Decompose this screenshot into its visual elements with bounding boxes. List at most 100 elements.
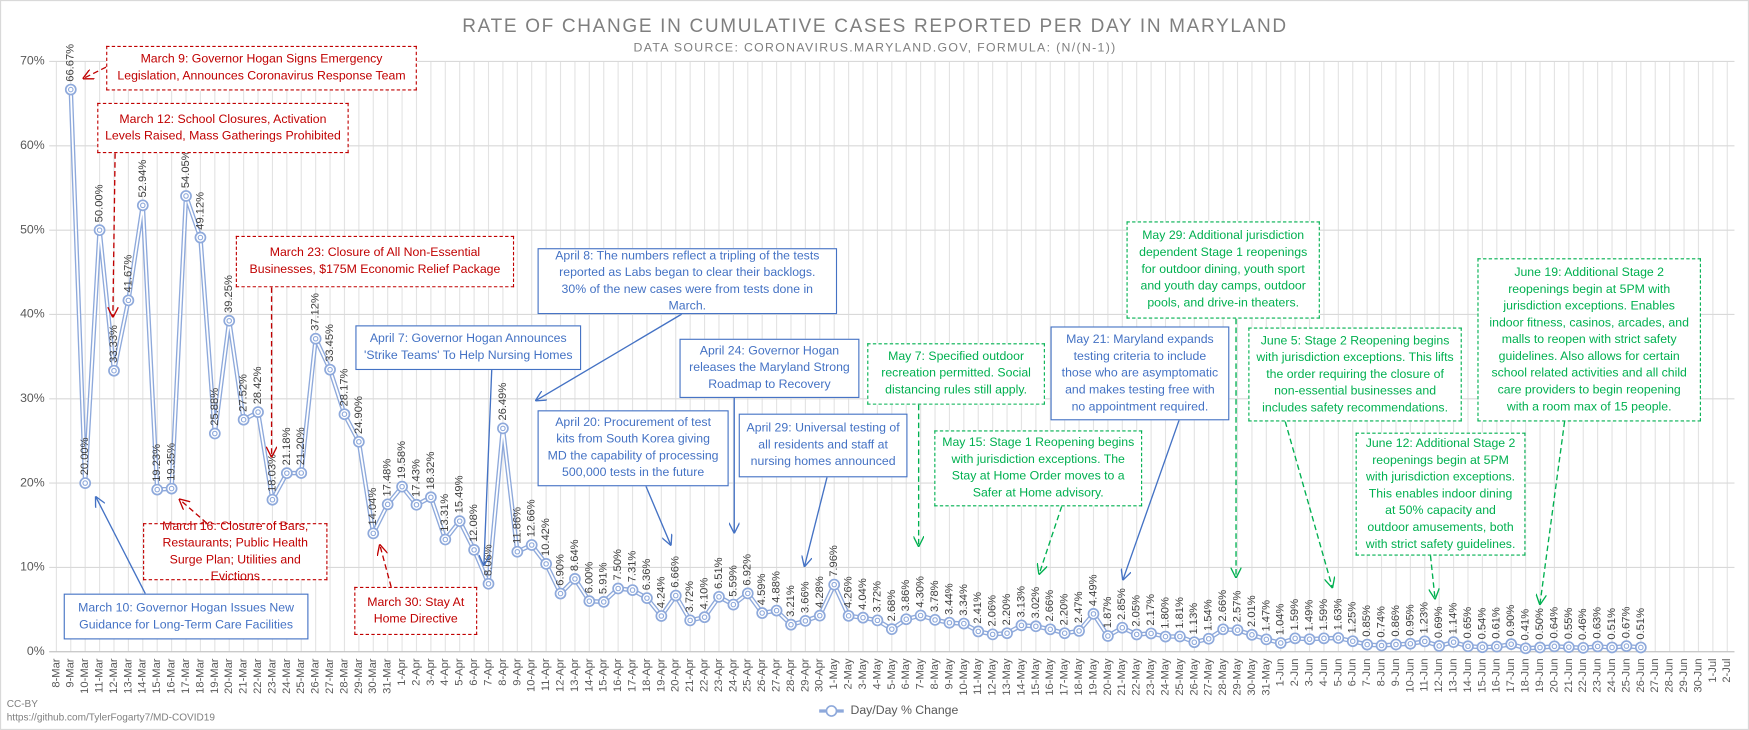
data-point	[396, 480, 408, 493]
data-label: 19.58%	[396, 441, 408, 479]
data-point-inner	[1177, 633, 1183, 640]
annotation-arrow	[1039, 506, 1063, 573]
data-point	[785, 618, 797, 631]
data-label: 25.88%	[209, 388, 221, 426]
data-point-inner	[96, 227, 103, 233]
data-point-inner	[658, 613, 665, 619]
x-tick-label: 20-Mar	[223, 658, 235, 694]
x-tick-label: 21-Jun	[1563, 658, 1575, 692]
data-point	[1202, 632, 1215, 645]
data-point-inner	[629, 587, 636, 593]
x-tick-label: 25-Apr	[742, 658, 754, 692]
x-tick-label: 15-May	[1030, 658, 1042, 696]
data-label: 27.52%	[238, 374, 250, 412]
x-tick-label: 31-Mar	[382, 658, 394, 694]
data-point	[583, 595, 596, 608]
data-point-inner	[1263, 636, 1270, 643]
data-point	[165, 482, 178, 495]
data-point	[497, 422, 509, 435]
data-point-inner	[154, 486, 160, 493]
x-tick-label: 6-May	[900, 658, 912, 689]
data-label: 66.67%	[65, 44, 77, 82]
y-tick-label: 50%	[20, 222, 45, 236]
data-label: 4.49%	[1087, 574, 1099, 606]
data-point	[684, 614, 697, 627]
data-point-inner	[327, 366, 333, 373]
data-point-inner	[1061, 630, 1068, 636]
x-tick-label: 20-Apr	[670, 658, 682, 692]
data-point-inner	[1436, 643, 1442, 649]
x-tick-label: 17-May	[1059, 658, 1071, 696]
x-tick-label: 13-Mar	[122, 658, 134, 694]
data-point	[914, 609, 927, 622]
data-point-inner	[1292, 635, 1298, 642]
data-point-inner	[1378, 642, 1385, 649]
data-point-inner	[788, 621, 794, 628]
x-tick-label: 19-Jun	[1534, 658, 1546, 692]
data-point	[554, 587, 567, 600]
data-point	[1116, 621, 1129, 634]
x-tick-label: 4-May	[871, 658, 883, 689]
x-tick-label: 12-Mar	[108, 658, 120, 694]
data-label: 28.17%	[338, 368, 350, 406]
data-point-inner	[1090, 611, 1097, 617]
x-tick-label: 17-Jun	[1505, 658, 1517, 692]
data-label: 7.31%	[626, 551, 638, 583]
x-tick-label: 25-May	[1174, 658, 1186, 696]
data-point	[151, 483, 164, 496]
data-label: 19.23%	[151, 444, 163, 482]
data-point-inner	[384, 501, 391, 508]
data-point	[64, 83, 77, 96]
x-tick-label: 28-Apr	[785, 658, 797, 692]
data-label: 0.54%	[1476, 608, 1488, 640]
x-tick-label: 30-Jun	[1692, 658, 1704, 692]
data-label: 1.59%	[1289, 599, 1301, 631]
data-point-inner	[730, 601, 737, 608]
data-point	[324, 363, 336, 376]
data-point-inner	[197, 234, 204, 241]
data-label: 37.12%	[310, 293, 322, 331]
annotation-arrow	[805, 477, 828, 565]
data-label: 1.81%	[1174, 597, 1186, 629]
data-point-inner	[860, 614, 866, 621]
x-tick-label: 23-Jun	[1592, 658, 1604, 692]
data-label: 1.23%	[1419, 602, 1431, 634]
data-label: 0.85%	[1361, 605, 1373, 637]
data-point-inner	[615, 585, 621, 592]
data-point	[842, 609, 855, 622]
data-point	[727, 598, 740, 611]
data-point	[713, 590, 725, 603]
data-point-inner	[255, 409, 261, 415]
data-label: 4.04%	[857, 578, 869, 610]
annotation-arrow	[180, 500, 208, 524]
x-tick-label: 18-May	[1073, 658, 1085, 696]
data-point	[929, 614, 941, 626]
data-label: 0.86%	[1390, 605, 1402, 637]
data-label: 1.49%	[1303, 600, 1315, 632]
x-tick-label: 6-Jun	[1347, 658, 1359, 686]
x-tick-label: 9-Apr	[511, 658, 523, 686]
data-point	[511, 545, 524, 558]
data-point	[1433, 640, 1446, 652]
data-point-inner	[1580, 645, 1587, 651]
data-point	[1159, 630, 1172, 643]
data-point-inner	[1148, 630, 1154, 637]
x-tick-label: 23-Apr	[713, 658, 725, 692]
data-point-inner	[1609, 644, 1615, 651]
data-point	[1174, 630, 1186, 643]
data-label: 8.64%	[569, 539, 581, 571]
data-label: 28.42%	[252, 366, 264, 404]
data-point-inner	[975, 628, 982, 635]
data-point-inner	[1205, 635, 1212, 642]
data-label: 1.13%	[1188, 603, 1200, 635]
data-label: 0.51%	[1635, 608, 1647, 640]
data-label: 5.91%	[598, 562, 610, 594]
data-label: 0.67%	[1620, 607, 1632, 639]
data-point-inner	[543, 561, 549, 567]
data-point-inner	[1004, 630, 1010, 636]
x-tick-label: 10-May	[958, 658, 970, 696]
annotation: April 24: Governor Hogan releases the Ma…	[679, 338, 860, 398]
x-tick-label: 17-Apr	[626, 658, 638, 692]
annotation-arrow	[113, 153, 115, 316]
data-point-inner	[644, 595, 650, 601]
